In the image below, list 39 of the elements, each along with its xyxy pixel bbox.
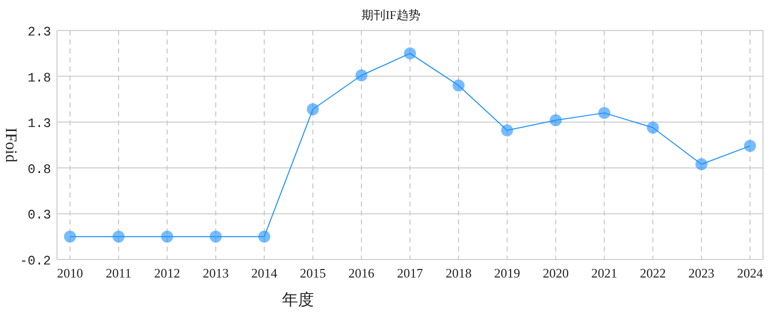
point [161,230,174,243]
point [64,230,76,243]
y-axis-title: IFoid [2,128,19,162]
y-tick-label: 1.8 [28,70,51,86]
point [695,158,708,170]
x-tick-label: 2021 [591,266,618,280]
point [646,122,659,134]
x-tick-label: 2019 [494,266,520,280]
x-tick-label: 2014 [251,266,278,280]
y-tick-label: 1.3 [28,116,51,132]
chart-title: 期刊IF趋势 [362,8,420,22]
x-tick-label: 2011 [106,266,132,280]
point [112,230,125,243]
y-tick-label: 0.3 [28,208,51,223]
x-tick-label: 2010 [57,266,83,280]
point [550,114,562,126]
x-tick-label: 2015 [300,266,326,280]
y-tick-label: -0.2 [20,254,51,268]
x-tick-label: 2022 [640,266,666,280]
x-tick-label: 2024 [737,266,764,280]
x-tick-label: 2023 [688,266,714,280]
x-tick-label: 2017 [397,266,424,280]
x-tick-label: 2013 [202,266,229,280]
point [210,230,222,243]
point [744,140,756,152]
point [452,79,465,92]
point [598,106,610,119]
point [355,69,368,82]
point [306,103,319,116]
point [258,230,270,243]
point [501,124,514,136]
x-tick-label: 2020 [542,266,569,280]
y-tick-label: 0.8 [28,162,51,177]
x-tick-label: 2018 [446,266,472,280]
point [404,47,416,60]
x-tick-label: 2012 [154,266,180,280]
y-tick-label: 2.3 [28,24,51,40]
x-axis-title: 年度 [282,291,314,309]
x-tick-label: 2016 [348,266,375,280]
